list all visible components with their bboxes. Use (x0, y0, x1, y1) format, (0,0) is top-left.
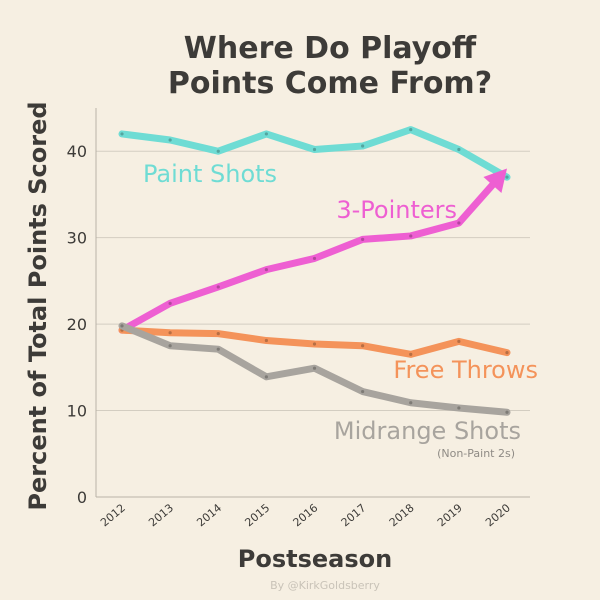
series-point (120, 324, 124, 328)
series-point (361, 389, 365, 394)
series-point (409, 128, 413, 132)
series-point (409, 401, 413, 405)
x-tick-label: 2012 (98, 501, 128, 529)
series-point (457, 339, 461, 343)
series-point (216, 347, 220, 351)
y-tick-label: 40 (67, 142, 87, 161)
x-tick-label: 2020 (483, 501, 513, 529)
series-point (312, 342, 317, 346)
series-point (168, 301, 172, 305)
series-labels: Paint Shots 3-Pointers Free Throws Midrange… (143, 160, 538, 460)
series-label-0: Paint Shots (143, 160, 277, 188)
y-tick-label: 30 (67, 229, 87, 248)
series-point (361, 237, 365, 241)
series-point (457, 221, 461, 225)
x-tick-label: 2014 (194, 501, 224, 529)
series-line-3 (118, 322, 511, 416)
series-point (361, 344, 365, 348)
y-axis-label: Percent of Total Points Scored (24, 101, 52, 510)
series-label-2: Free Throws (393, 356, 538, 384)
series-point (168, 331, 172, 335)
x-tick-label: 2018 (387, 501, 417, 529)
series-point (120, 132, 124, 136)
series-point (264, 132, 268, 136)
y-ticks: 0 10 20 30 40 (67, 142, 87, 507)
x-ticks: 2012 2013 2014 2015 2016 2017 2018 2019 2020 (98, 501, 513, 529)
series (118, 126, 511, 416)
y-tick-label: 10 (67, 402, 87, 421)
series-point (168, 344, 172, 348)
series-point (264, 338, 268, 343)
series-point (409, 352, 413, 356)
x-tick-label: 2019 (435, 501, 465, 529)
series-line-0 (118, 126, 511, 181)
series-sublabel-3: (Non-Paint 2s) (437, 447, 515, 460)
series-point (505, 351, 509, 355)
series-point (264, 375, 268, 379)
series-point (457, 406, 461, 410)
y-tick-label: 20 (67, 315, 87, 334)
credit-text: By @KirkGoldsberry (270, 579, 380, 592)
x-tick-label: 2017 (339, 501, 369, 529)
series-point (505, 175, 509, 179)
series-label-3: Midrange Shots (334, 417, 521, 445)
series-point (264, 268, 268, 272)
series-point (216, 332, 220, 336)
series-point (216, 149, 220, 153)
series-point (457, 147, 461, 152)
series-point (361, 144, 365, 148)
series-line-1 (118, 181, 496, 334)
series-point (312, 256, 317, 261)
series-point (312, 366, 317, 370)
chart-title-line-2: Points Come From? (168, 66, 492, 101)
series-arrowhead (483, 168, 507, 193)
series-point (168, 138, 172, 142)
series-label-1: 3-Pointers (336, 196, 457, 224)
x-tick-label: 2013 (146, 501, 176, 529)
series-line-2 (118, 326, 511, 358)
series-point (409, 234, 413, 238)
x-axis-label: Postseason (238, 545, 392, 573)
series-point (216, 285, 220, 289)
series-point (505, 410, 509, 414)
y-tick-label: 0 (77, 488, 87, 507)
x-tick-label: 2015 (242, 501, 272, 529)
x-tick-label: 2016 (291, 501, 321, 529)
chart-title-line-1: Where Do Playoff (184, 31, 477, 66)
series-point (312, 147, 317, 152)
